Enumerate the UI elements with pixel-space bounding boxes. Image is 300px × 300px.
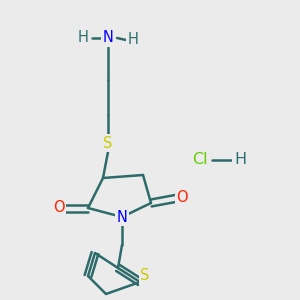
Text: O: O — [176, 190, 188, 206]
Text: O: O — [53, 200, 65, 215]
Text: S: S — [103, 136, 113, 151]
Text: N: N — [103, 31, 113, 46]
Text: H: H — [78, 31, 88, 46]
Text: Cl: Cl — [192, 152, 208, 167]
Text: N: N — [117, 209, 128, 224]
Text: H: H — [128, 32, 138, 47]
Text: S: S — [140, 268, 150, 284]
Text: H: H — [234, 152, 246, 167]
